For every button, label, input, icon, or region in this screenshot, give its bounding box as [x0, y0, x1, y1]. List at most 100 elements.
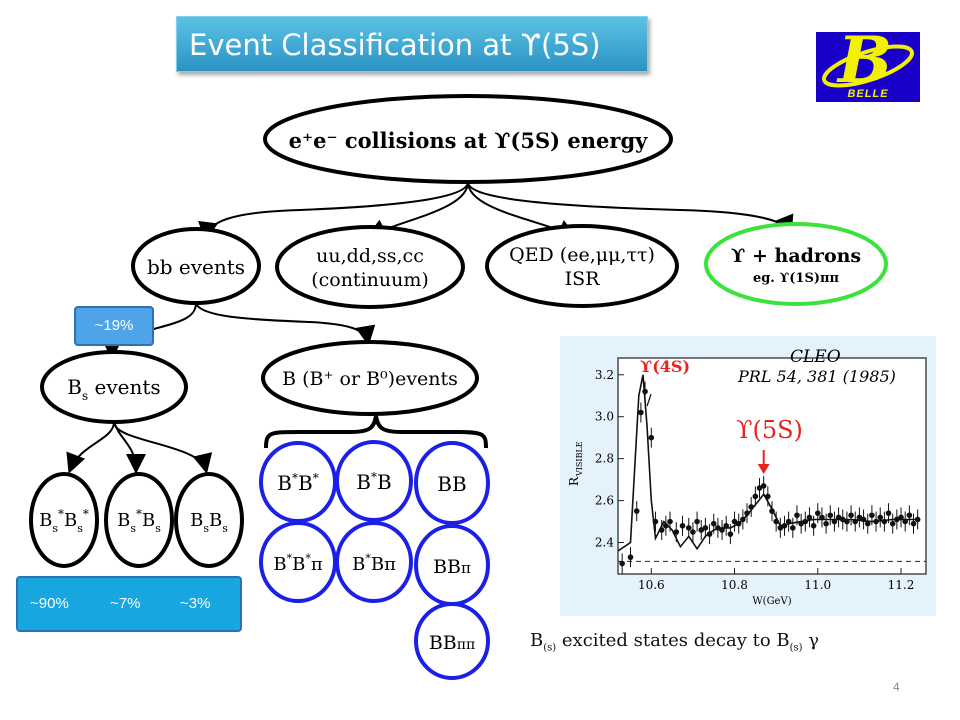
data-point — [869, 512, 875, 519]
bs-mode-connector-1 — [66, 421, 115, 474]
b-modes-brace — [264, 415, 488, 449]
data-point — [810, 522, 817, 529]
b-mode-bb-pipi-label: BBππ — [429, 632, 475, 654]
logo-text: BELLE — [847, 88, 889, 100]
data-point — [735, 520, 742, 527]
data-point — [889, 520, 896, 527]
data-point — [633, 508, 640, 514]
data-point — [785, 518, 792, 525]
data-point — [806, 514, 813, 521]
data-point — [844, 518, 850, 525]
data-point — [756, 485, 763, 491]
y-tick-label: 3.2 — [595, 368, 614, 382]
bs-fractions-box: ~90% ~7% ~3% — [16, 576, 242, 632]
data-point — [777, 525, 784, 531]
data-point — [852, 518, 859, 525]
x-tick-label: 10.6 — [638, 578, 665, 592]
y-tick-label: 2.6 — [595, 494, 614, 508]
top-connector — [198, 181, 469, 242]
b-mode-bb-label: BB — [437, 472, 466, 496]
data-point — [773, 518, 779, 525]
b-mode-bstar-b-label: B*B — [356, 470, 391, 494]
data-point — [760, 483, 767, 489]
x-axis-label: W(GeV) — [752, 596, 791, 607]
data-point — [667, 518, 673, 525]
reference-label: PRL 54, 381 (1985) — [737, 367, 896, 386]
node-qed — [485, 224, 679, 308]
data-point — [877, 514, 884, 521]
data-point — [752, 493, 759, 500]
data-point — [823, 520, 829, 527]
b-mode-bstar-b-pi — [335, 521, 413, 603]
data-point — [642, 388, 648, 395]
x-tick-label: 11.0 — [804, 578, 831, 592]
node-qed-line1: QED (ee,μμ,ττ) — [509, 244, 655, 266]
top-connector-4 — [467, 181, 794, 236]
data-point — [856, 514, 863, 521]
data-point — [748, 504, 754, 510]
b-mode-bb-pipi — [414, 602, 490, 680]
bb-fraction-label: ~19% — [94, 317, 134, 334]
data-point — [727, 531, 734, 537]
bs-mode-bsstar-bsstar — [29, 472, 99, 568]
data-point — [794, 512, 800, 519]
y-tick-label: 3.0 — [595, 410, 614, 424]
data-point — [765, 493, 771, 500]
data-point — [702, 525, 709, 531]
data-point — [827, 512, 834, 519]
node-bs-events-label: Bs events — [67, 375, 160, 403]
b-mode-bb-pi-label: BBπ — [433, 556, 471, 578]
data-point — [619, 560, 625, 567]
node-continuum-line2: (continuum) — [311, 269, 429, 291]
data-point — [848, 512, 854, 519]
data-point — [802, 518, 809, 525]
data-point — [914, 516, 921, 523]
upsilon-5s-label: ϒ(5S) — [736, 416, 803, 444]
node-bb-events-label: bb events — [147, 255, 245, 279]
belle-logo: B BELLE — [816, 32, 920, 102]
data-point — [831, 518, 838, 525]
node-qed-line2: ISR — [565, 268, 601, 290]
bs-mode-connector-3 — [113, 421, 213, 474]
node-continuum-line1: uu,dd,ss,cc — [316, 245, 424, 267]
data-point — [744, 510, 750, 516]
data-point — [910, 520, 917, 527]
data-point — [685, 525, 692, 531]
data-point — [898, 514, 904, 521]
page-number: 4 — [893, 680, 900, 694]
data-point — [873, 518, 879, 525]
caption-part-b: excited states decay to B — [556, 630, 790, 651]
data-point — [814, 510, 821, 516]
data-point — [731, 518, 738, 525]
data-point — [648, 434, 655, 441]
caption-sub-a: (s) — [543, 642, 557, 654]
bs-fraction-1: ~90% — [30, 595, 69, 612]
bs-mode-bsstar-bs-label: Bs*Bs — [117, 507, 161, 535]
bs-mode-bs-bs — [174, 472, 244, 568]
logo-letter: B — [838, 32, 893, 98]
data-point — [740, 516, 746, 523]
data-point — [894, 516, 900, 523]
data-point — [790, 525, 796, 531]
experiment-label: CLEO — [790, 347, 841, 367]
y-axis-label: R — [567, 476, 581, 486]
top-node-label: e⁺e⁻ collisions at ϒ(5S) energy — [289, 128, 648, 153]
data-point — [864, 520, 871, 527]
data-point — [638, 409, 644, 416]
x-tick-label: 11.2 — [888, 578, 915, 592]
caption-sub-b: (s) — [789, 642, 803, 654]
data-point — [658, 527, 665, 533]
data-point — [663, 522, 669, 529]
node-continuum — [275, 225, 465, 309]
bs-mode-bs-bs-label: BsBs — [190, 510, 228, 535]
data-point — [698, 527, 705, 533]
b-mode-bstar-bstar-label: B*B* — [277, 471, 318, 495]
data-point — [694, 518, 700, 525]
data-point — [798, 520, 804, 527]
node-b-events-label: B (B⁺ or B⁰)events — [282, 368, 458, 390]
data-point — [835, 514, 842, 521]
cleo-plot-svg: 2.4 2.6 2.8 3.0 3.2 10.6 10.8 11.0 11.2 W(GeV) RVI… — [567, 347, 927, 607]
data-point — [906, 512, 913, 519]
